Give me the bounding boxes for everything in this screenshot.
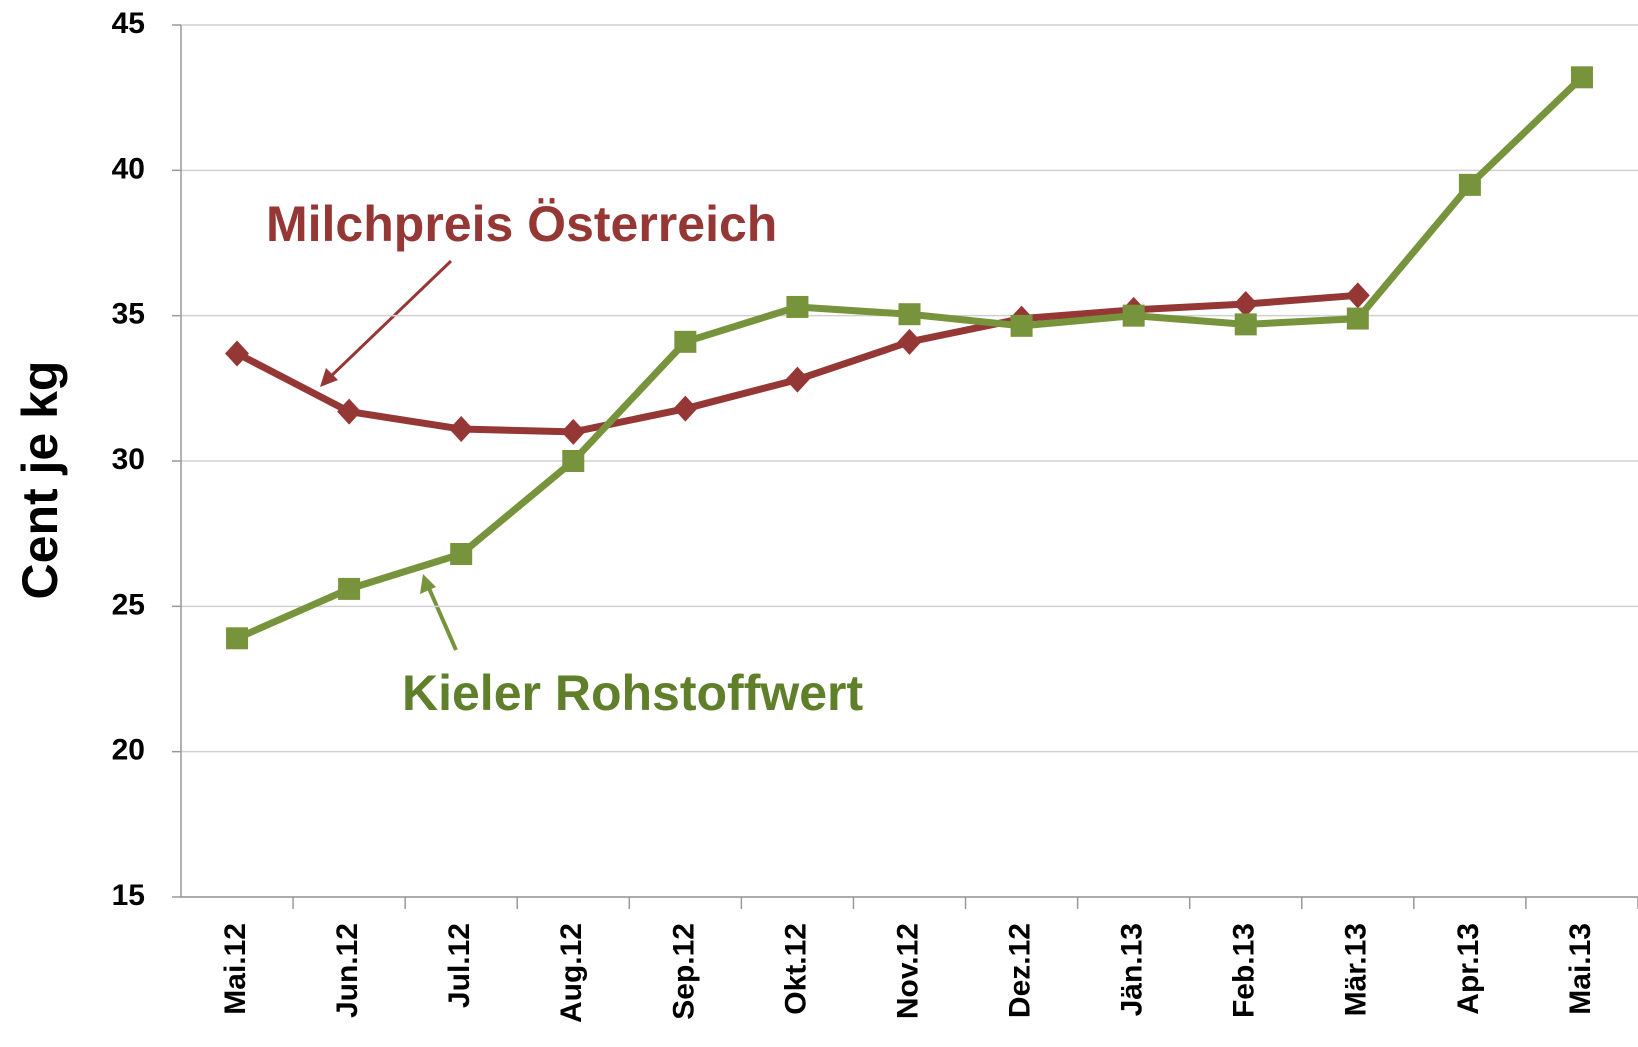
series-annotation: Milchpreis Österreich xyxy=(266,196,777,252)
x-tick-label: Nov.12 xyxy=(891,923,924,1019)
marker xyxy=(1233,291,1258,318)
marker xyxy=(786,295,809,318)
marker xyxy=(674,330,697,353)
marker xyxy=(1234,313,1257,336)
marker xyxy=(898,303,921,326)
y-tick-label: 25 xyxy=(112,588,145,621)
marker xyxy=(1122,304,1145,327)
marker xyxy=(785,366,810,393)
y-tick-label: 15 xyxy=(112,879,145,912)
marker xyxy=(337,398,362,425)
x-tick-label: Feb.13 xyxy=(1228,923,1261,1018)
y-tick-label: 30 xyxy=(112,443,145,476)
marker xyxy=(1010,314,1033,337)
marker xyxy=(225,340,250,367)
marker xyxy=(1346,307,1369,330)
annotation-arrow xyxy=(420,574,458,651)
y-tick-label: 45 xyxy=(112,7,145,40)
series-annotation: Kieler Rohstoffwert xyxy=(402,665,864,721)
x-tick-label: Jul.12 xyxy=(443,923,476,1008)
marker xyxy=(562,450,585,472)
marker xyxy=(338,577,361,600)
x-tick-label: Okt.12 xyxy=(779,923,812,1015)
y-tick-label: 20 xyxy=(112,734,145,767)
marker xyxy=(450,543,473,566)
marker xyxy=(1570,66,1593,89)
marker xyxy=(561,418,586,445)
x-tick-label: Mai.12 xyxy=(219,923,252,1015)
marker xyxy=(1458,173,1481,196)
x-tick-label: Jun.12 xyxy=(331,923,364,1018)
x-tick-label: Apr.13 xyxy=(1452,923,1485,1015)
marker xyxy=(673,395,698,422)
y-axis-label: Cent je kg xyxy=(12,361,68,600)
y-tick-label: 40 xyxy=(112,152,145,185)
marker xyxy=(1345,282,1370,309)
series-line xyxy=(235,74,1585,642)
y-tick-label: 35 xyxy=(112,298,145,331)
x-tick-label: Dez.12 xyxy=(1003,923,1036,1018)
x-tick-label: Mai.13 xyxy=(1564,923,1597,1015)
x-tick-label: Sep.12 xyxy=(667,923,700,1020)
x-tick-label: Jän.13 xyxy=(1116,923,1149,1016)
marker xyxy=(226,627,249,650)
x-tick-label: Mär.13 xyxy=(1340,923,1373,1016)
annotation-arrow xyxy=(320,259,453,387)
marker xyxy=(897,328,922,355)
x-tick-label: Aug.12 xyxy=(555,923,588,1023)
marker xyxy=(449,416,474,443)
plot: 15 20 25 30 35 40 45 Mai.12 Jun.12 Jul.12 Aug.12 Se… xyxy=(112,7,1638,1023)
